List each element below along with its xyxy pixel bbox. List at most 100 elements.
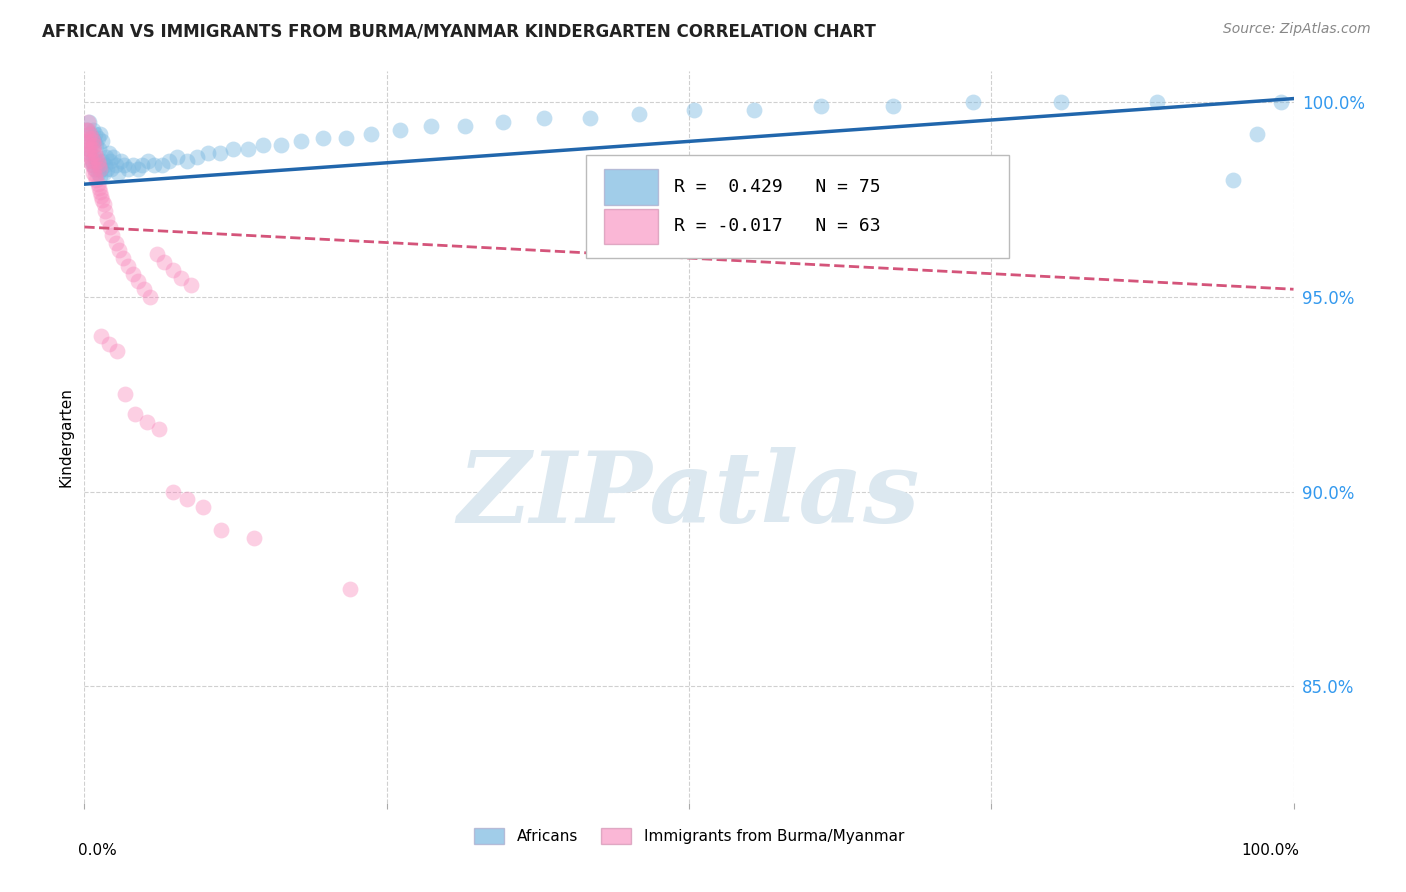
Point	[132, 282, 155, 296]
Point	[83, 150, 105, 164]
Point	[86, 177, 108, 191]
Point	[76, 135, 98, 149]
Text: Source: ZipAtlas.com: Source: ZipAtlas.com	[1223, 22, 1371, 37]
Point	[80, 158, 103, 172]
Point	[82, 142, 104, 156]
Point	[104, 158, 127, 172]
Legend: Africans, Immigrants from Burma/Myanmar: Africans, Immigrants from Burma/Myanmar	[468, 822, 910, 850]
Point	[79, 142, 101, 156]
Point	[117, 259, 139, 273]
Point	[98, 219, 121, 234]
Point	[83, 135, 105, 149]
Point	[112, 158, 135, 172]
Point	[170, 270, 193, 285]
Point	[82, 135, 104, 149]
FancyBboxPatch shape	[605, 209, 658, 244]
Point	[86, 173, 108, 187]
Point	[80, 153, 103, 168]
Text: 0.0%: 0.0%	[79, 843, 117, 858]
Point	[127, 161, 149, 176]
FancyBboxPatch shape	[586, 155, 1010, 258]
Point	[127, 275, 149, 289]
Point	[124, 407, 146, 421]
Point	[138, 290, 160, 304]
Point	[77, 130, 100, 145]
Point	[82, 122, 104, 136]
Point	[77, 122, 100, 136]
Point	[84, 161, 107, 176]
Point	[87, 181, 110, 195]
Point	[97, 146, 120, 161]
Point	[94, 158, 117, 172]
Point	[87, 158, 110, 172]
Point	[82, 158, 104, 172]
Point	[84, 127, 107, 141]
Point	[86, 150, 108, 164]
Point	[91, 135, 114, 149]
Point	[83, 138, 105, 153]
Point	[121, 267, 143, 281]
Point	[311, 130, 333, 145]
Point	[94, 150, 117, 164]
Point	[101, 227, 124, 242]
Point	[180, 278, 202, 293]
Point	[150, 158, 173, 172]
Point	[77, 142, 100, 156]
Point	[191, 500, 214, 515]
Point	[87, 142, 110, 156]
Point	[86, 138, 108, 153]
Point	[96, 161, 118, 176]
Point	[89, 169, 111, 184]
Point	[209, 524, 232, 538]
Point	[162, 262, 184, 277]
Point	[76, 142, 98, 156]
FancyBboxPatch shape	[605, 169, 658, 205]
Point	[339, 582, 361, 596]
Point	[388, 122, 411, 136]
Point	[89, 161, 111, 176]
Point	[335, 130, 357, 145]
Point	[682, 103, 704, 118]
Point	[76, 122, 98, 136]
Point	[103, 150, 125, 164]
Point	[252, 138, 274, 153]
Point	[454, 119, 477, 133]
Point	[136, 415, 159, 429]
Point	[105, 344, 128, 359]
Point	[628, 107, 651, 121]
Point	[98, 153, 121, 168]
Point	[197, 146, 219, 161]
Point	[86, 153, 108, 168]
Point	[1270, 95, 1292, 110]
Point	[962, 95, 984, 110]
Point	[186, 150, 208, 164]
Point	[420, 119, 443, 133]
Point	[153, 255, 176, 269]
Point	[360, 127, 382, 141]
Point	[208, 146, 231, 161]
Point	[110, 153, 132, 168]
Point	[146, 247, 169, 261]
Point	[79, 127, 101, 141]
Point	[108, 244, 131, 258]
Point	[157, 153, 180, 168]
Point	[882, 99, 904, 113]
Point	[84, 146, 107, 161]
Point	[79, 127, 101, 141]
Point	[1222, 173, 1244, 187]
Point	[236, 142, 259, 156]
Point	[578, 111, 600, 125]
Text: 100.0%: 100.0%	[1241, 843, 1299, 858]
Point	[80, 153, 103, 168]
Point	[79, 150, 101, 164]
Text: AFRICAN VS IMMIGRANTS FROM BURMA/MYANMAR KINDERGARTEN CORRELATION CHART: AFRICAN VS IMMIGRANTS FROM BURMA/MYANMAR…	[42, 22, 876, 40]
Point	[89, 185, 111, 199]
Point	[77, 135, 100, 149]
Point	[492, 115, 515, 129]
Point	[96, 212, 118, 227]
Point	[114, 387, 136, 401]
Point	[162, 484, 184, 499]
Point	[84, 169, 107, 184]
Point	[77, 146, 100, 161]
Point	[100, 161, 122, 176]
